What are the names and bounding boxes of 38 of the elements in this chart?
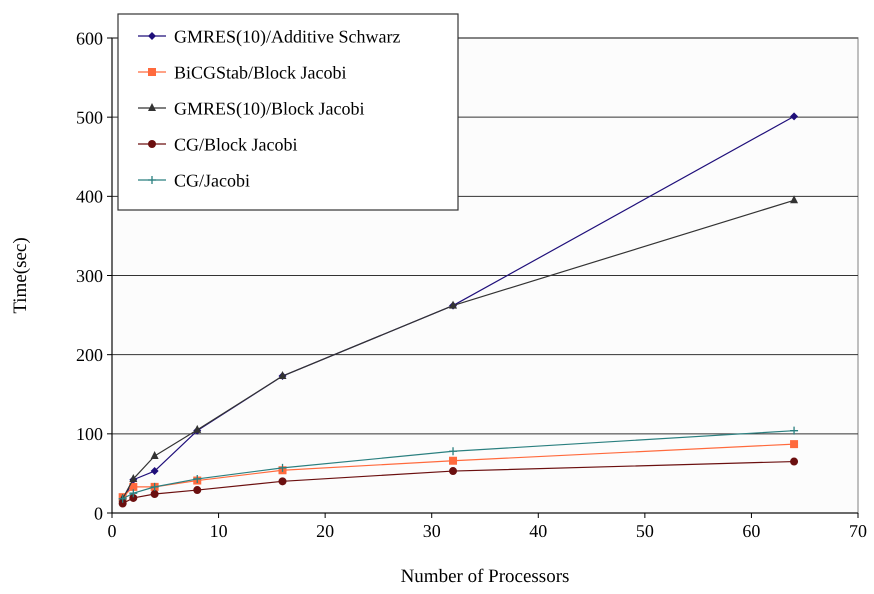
x-tick-label: 10	[210, 521, 228, 541]
point	[278, 477, 287, 486]
x-tick-label: 50	[636, 521, 654, 541]
point	[150, 490, 159, 498]
point	[789, 426, 799, 436]
x-tick-label: 0	[108, 521, 116, 541]
point	[790, 458, 798, 466]
y-tick-label: 100	[76, 424, 103, 444]
point	[128, 488, 138, 498]
x-tick-label: 70	[849, 521, 867, 541]
x-axis-title: Number of Processors	[400, 566, 570, 587]
point	[192, 474, 202, 484]
point	[449, 456, 458, 465]
point	[790, 112, 798, 120]
x-tick-label: 30	[422, 521, 441, 541]
point	[448, 446, 458, 456]
y-tick-label: 200	[76, 344, 103, 365]
y-axis-title: Time(sec)	[10, 237, 31, 314]
y-tick-label: 400	[76, 186, 103, 207]
x-tick-label: 20	[316, 521, 334, 541]
legend-label: CG/Jacobi	[174, 170, 250, 190]
x-tick-label: 40	[529, 521, 548, 541]
legend-label: GMRES(10)/Additive Schwarz	[174, 26, 400, 46]
legend-label: BiCGStab/Block Jacobi	[174, 62, 346, 82]
x-tick-label: 60	[742, 521, 760, 541]
point	[193, 486, 202, 494]
y-tick-label: 500	[76, 107, 103, 128]
point	[790, 195, 798, 204]
point	[150, 451, 159, 459]
point	[449, 467, 458, 476]
y-tick-label: 300	[76, 266, 103, 286]
point	[790, 440, 798, 448]
point	[150, 467, 159, 476]
legend-label: GMRES(10)/Block Jacobi	[174, 98, 364, 118]
y-tick-label: 0	[94, 503, 103, 524]
legend-label: CG/Block Jacobi	[174, 134, 298, 154]
point	[278, 463, 288, 473]
y-tick-label: 600	[76, 28, 103, 48]
